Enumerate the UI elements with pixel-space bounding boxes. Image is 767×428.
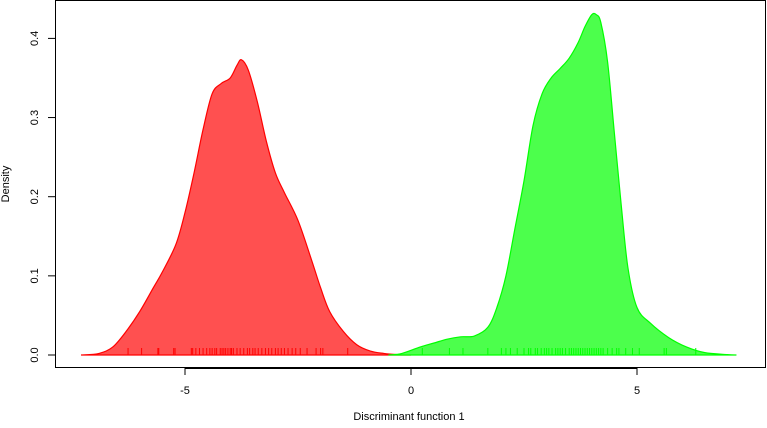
y-tick-label: 0.3 bbox=[29, 110, 41, 125]
x-tick-label: -5 bbox=[180, 385, 190, 397]
y-axis-label: Density bbox=[0, 165, 12, 202]
x-tick-label: 0 bbox=[408, 385, 414, 397]
y-tick-label: 0.4 bbox=[29, 31, 41, 46]
x-axis-label: Discriminant function 1 bbox=[353, 411, 464, 423]
axes-layer: -5 0 5 0.0 0.1 0.2 0.3 0.4 bbox=[29, 31, 640, 397]
density-area-0 bbox=[80, 59, 412, 356]
y-tick-label: 0.2 bbox=[29, 189, 41, 204]
series-layer bbox=[80, 12, 737, 356]
y-tick-label: 0.0 bbox=[29, 347, 41, 362]
x-tick-label: 5 bbox=[634, 385, 640, 397]
y-tick-label: 0.1 bbox=[29, 268, 41, 283]
density-area-1 bbox=[388, 12, 737, 356]
